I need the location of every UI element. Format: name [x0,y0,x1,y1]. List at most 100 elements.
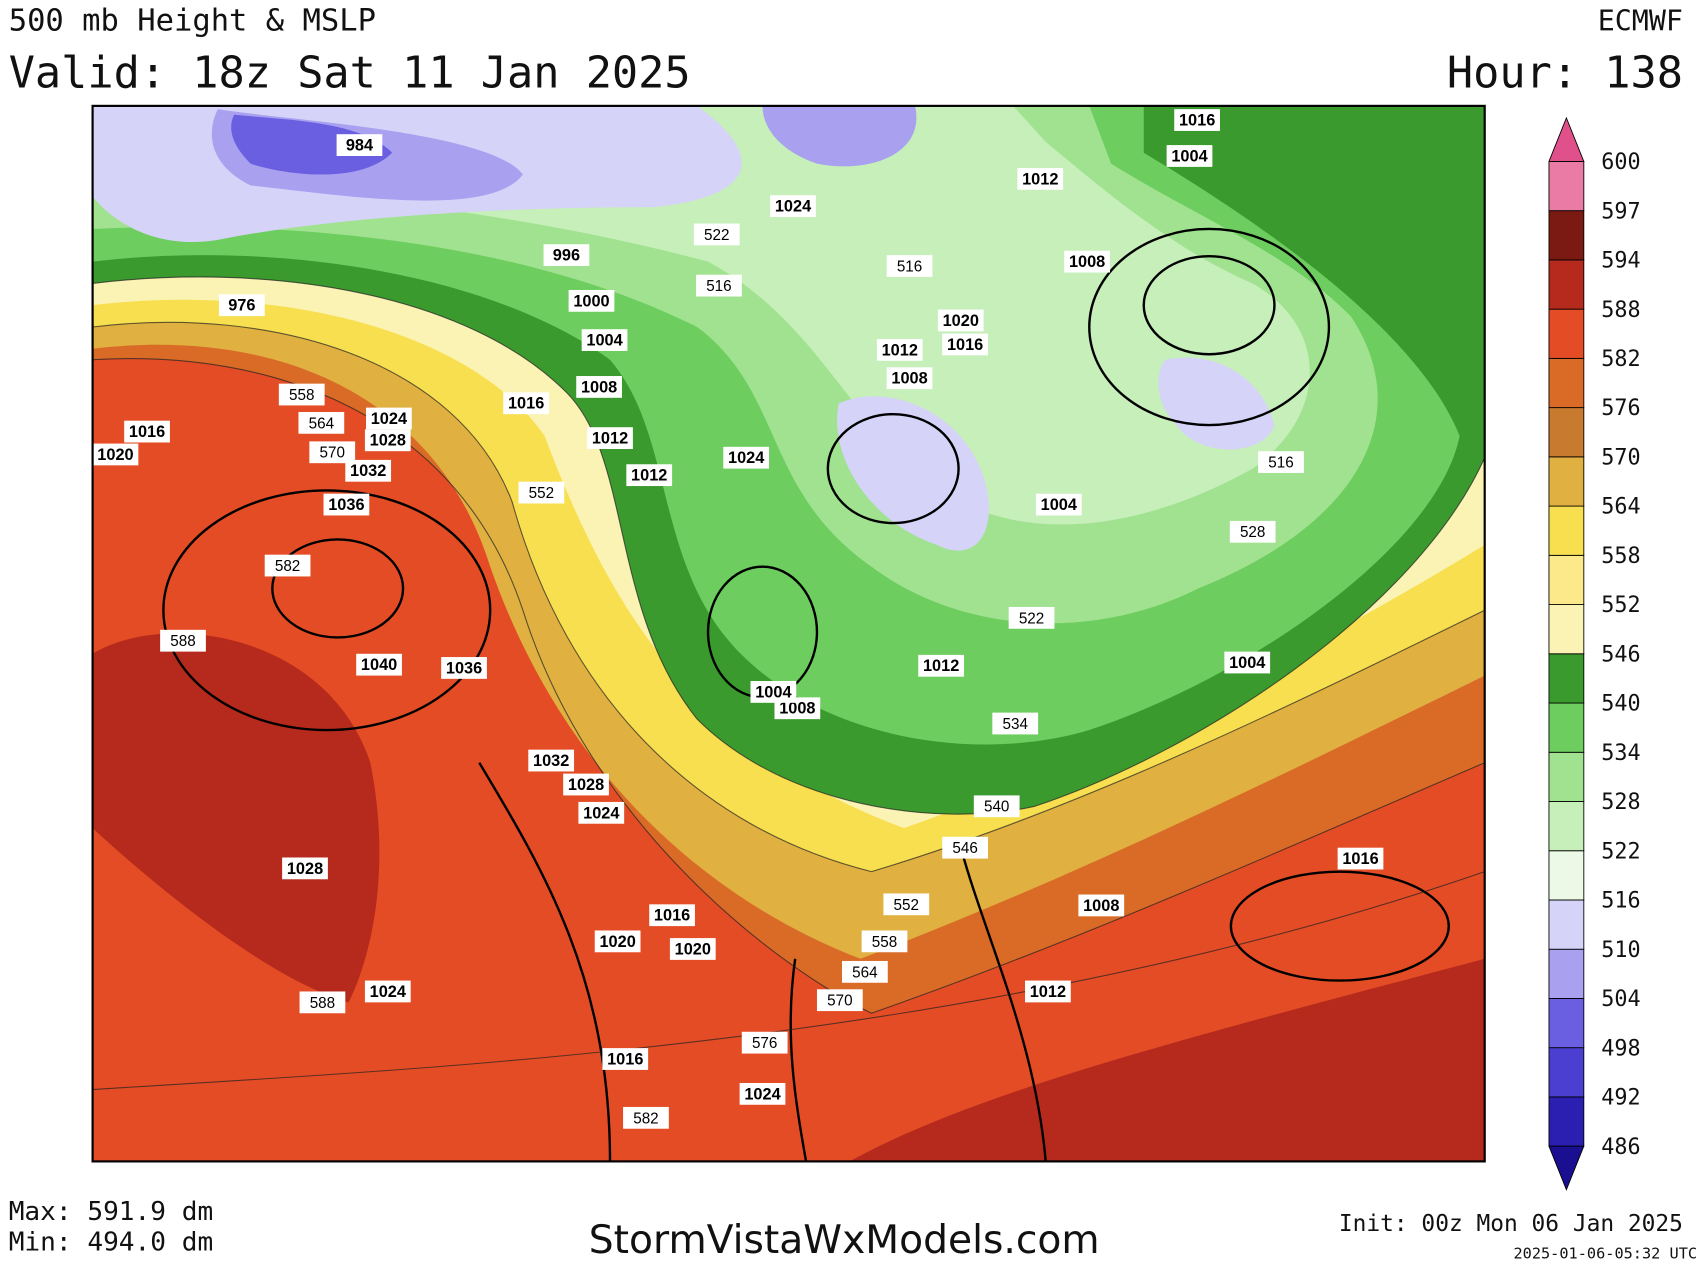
colorbar-band [1548,554,1585,605]
height-label: 522 [704,227,729,244]
site-name: StormVistaWxModels.com [589,1218,1100,1263]
colorbar-band [1548,850,1585,901]
colorbar-label: 540 [1601,692,1640,717]
colorbar-band [1548,998,1585,1049]
colorbar-band [1548,702,1585,753]
colorbar-under [1548,1145,1585,1191]
valid-time: Valid: 18z Sat 11 Jan 2025 [9,48,691,98]
pressure-label-box [364,980,411,1003]
height-label-box [1258,451,1304,473]
height-label: 570 [320,445,345,462]
colorbar-label: 516 [1601,889,1640,914]
map-area: 5165285225345405465525585645705765825885… [92,105,1485,1162]
colorbar-band [1548,653,1585,704]
pressure-label-box [918,654,965,677]
colorbar-label: 552 [1601,593,1640,618]
pressure-label: 1012 [1022,170,1058,188]
pressure-label: 1008 [1083,897,1119,915]
colorbar-band [1548,1047,1585,1098]
pressure-label: 1016 [508,395,544,413]
pressure-label: 1016 [607,1050,643,1068]
height-shading [92,633,380,1003]
pressure-label: 1008 [1069,253,1105,271]
colorbar-band [1548,407,1585,458]
pressure-label-box [563,773,609,796]
height-shading [837,396,989,551]
height-label: 516 [1268,455,1293,472]
height-label-box [992,712,1039,735]
height-label-box [264,554,311,577]
pressure-label: 1008 [891,370,927,388]
pressure-label: 1020 [599,933,635,951]
pressure-label-box [942,333,988,356]
colorbar-band [1548,259,1585,310]
pressure-label: 1012 [923,657,959,675]
isobar [271,538,405,639]
pressure-label-box [543,244,590,267]
pressure-label-box [649,904,695,927]
colorbar-label: 492 [1601,1086,1640,1111]
height-label: 540 [984,799,1009,816]
isohypse [92,358,1485,1014]
height-label: 558 [872,934,897,951]
pressure-label-box [578,801,625,824]
pressure-label: 1024 [370,983,406,1001]
isobar [1142,255,1276,356]
colorbar-band [1548,210,1585,261]
pressure-label-box [1337,847,1384,870]
height-label-box [816,989,863,1012]
isobar [957,838,1047,1162]
forecast-hour: Hour: 138 [1447,48,1683,98]
height-shading [92,105,1310,525]
pressure-label-box [356,653,402,676]
pressure-label: 1036 [328,496,364,514]
height-label-box [973,795,1020,818]
init-time: Init: 00z Mon 06 Jan 2025 [1339,1211,1683,1237]
isobar [162,489,492,732]
pressure-label-box [282,857,328,880]
colorbar-band [1548,801,1585,852]
colorbar-label: 582 [1601,347,1640,372]
pressure-label: 1028 [287,860,323,878]
pressure-label: 1016 [1179,111,1215,129]
colorbar-label: 546 [1601,642,1640,667]
pressure-label: 1032 [533,752,569,770]
height-label: 588 [310,995,335,1012]
pressure-label-box [770,195,816,217]
pressure-label-box [587,427,633,450]
height-shading [231,114,393,175]
height-label: 564 [309,415,335,432]
height-label: 546 [952,840,977,857]
pressure-label-box [218,294,265,317]
height-shading [762,105,917,167]
height-label: 552 [894,897,919,914]
colorbar-label: 498 [1601,1036,1640,1061]
pressure-label: 1012 [882,341,918,359]
height-shading [1158,357,1275,450]
pressure-label-box [723,446,770,469]
colorbar-band [1548,604,1585,655]
pressure-label-box [124,420,170,443]
colorbar-label: 597 [1601,199,1640,224]
height-label-box [886,255,933,277]
height-label-box [623,1106,669,1129]
pressure-contours [162,227,1450,1162]
model-name: ECMWF [1598,5,1683,38]
pressure-label: 1036 [446,659,482,677]
height-label: 564 [852,964,878,981]
isohypse [92,871,1485,1091]
pressure-label-box [739,1082,786,1105]
height-label: 522 [1019,610,1044,627]
pressure-label-box [1224,651,1271,674]
pressure-label: 1004 [1171,147,1207,165]
pressure-label: 1012 [631,467,667,485]
colorbar-label: 528 [1601,790,1640,815]
colorbar-band [1548,456,1585,507]
pressure-label-box [366,407,412,430]
pressure-label-box [750,681,797,703]
colorbar-band [1548,899,1585,950]
pressure-label: 1016 [947,336,983,354]
height-label-box [1229,520,1276,543]
height-label-box [299,991,346,1014]
